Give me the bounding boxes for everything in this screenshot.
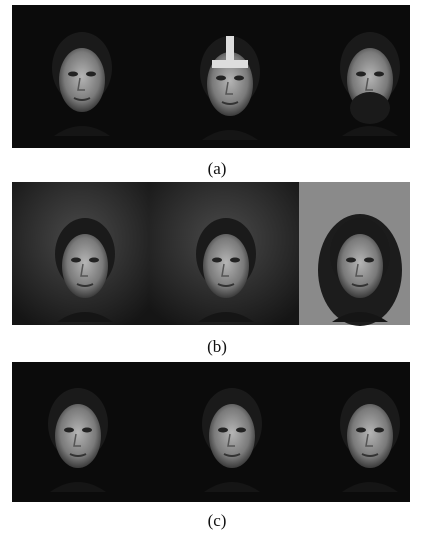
caption: (a) [208, 159, 227, 178]
panel-c: (c) [12, 362, 410, 530]
panel-b: (b) [12, 182, 410, 356]
panel-a: (a) [12, 5, 410, 178]
caption: (c) [208, 511, 227, 530]
beard [350, 92, 390, 124]
caption: (b) [207, 337, 227, 356]
face-paint [226, 36, 234, 60]
face-paint [212, 60, 248, 68]
